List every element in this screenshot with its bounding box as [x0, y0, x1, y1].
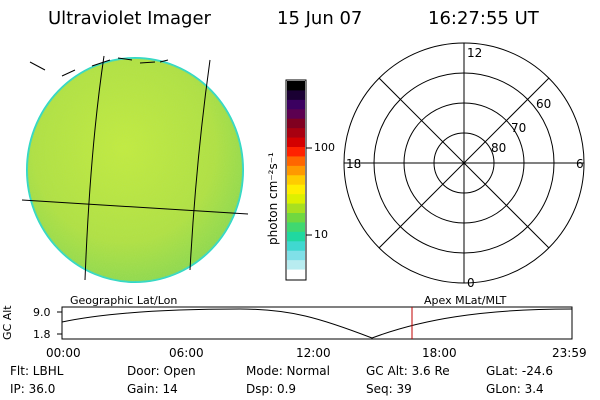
- info-glat: GLat: -24.6: [486, 364, 553, 378]
- colorbar-cell: [287, 250, 305, 261]
- colorbar-cell: [287, 241, 305, 252]
- mlt-label-0: 0: [467, 276, 475, 290]
- timeline-ytick-1-8: 1.8: [33, 328, 51, 341]
- colorbar-cell: [287, 165, 305, 176]
- timeline-xtick-0000: 00:00: [46, 346, 81, 360]
- timeline-xtick-1200: 12:00: [296, 346, 331, 360]
- colorbar-cell: [287, 128, 305, 139]
- info-seq: Seq: 39: [366, 382, 412, 396]
- info-mode: Mode: Normal: [246, 364, 330, 378]
- info-ip: IP: 36.0: [10, 382, 56, 396]
- time-label: 16:27:55 UT: [428, 8, 539, 29]
- timeline-xtick-0600: 06:00: [169, 346, 204, 360]
- colorbar-cell: [287, 213, 305, 223]
- colorbar-tick-10: 10: [314, 228, 328, 241]
- timeline-right-label: Apex MLat/MLT: [424, 294, 507, 307]
- lat-label-80: 80: [491, 141, 507, 155]
- colorbar-cell: [287, 99, 305, 110]
- colorbar-cell: [287, 147, 305, 157]
- timeline-xtick-2359: 23:59: [552, 346, 587, 360]
- colorbar-cell: [287, 203, 305, 214]
- lat-label-70: 70: [511, 121, 527, 135]
- colorbar-cell: [287, 118, 305, 129]
- info-dsp: Dsp: 0.9: [246, 382, 297, 396]
- timeline-ytick-9: 9.0: [33, 306, 51, 319]
- mlt-label-6: 6: [576, 157, 584, 171]
- colorbar-cell: [287, 269, 305, 280]
- colorbar-cell: [287, 175, 305, 186]
- info-door: Door: Open: [127, 364, 196, 378]
- info-gc-alt: GC Alt: 3.6 Re: [366, 364, 450, 378]
- colorbar-cell: [287, 137, 305, 148]
- info-flt: Flt: LBHL: [10, 364, 64, 378]
- colorbar-cell: [287, 260, 305, 271]
- mlt-label-18: 18: [346, 157, 362, 171]
- colorbar-cell: [287, 222, 305, 233]
- colorbar-cell: [287, 184, 305, 195]
- mlt-label-12: 12: [467, 46, 483, 60]
- colorbar-cell: [287, 231, 305, 242]
- colorbar-tick-100: 100: [314, 141, 335, 154]
- timeline-left-label: Geographic Lat/Lon: [70, 294, 178, 307]
- timeline-xtick-1800: 18:00: [422, 346, 457, 360]
- info-glon: GLon: 3.4: [486, 382, 544, 396]
- colorbar-cell: [287, 194, 305, 205]
- instrument-title: Ultraviolet Imager: [48, 8, 211, 29]
- colorbar-cell: [287, 109, 305, 120]
- colorbar-cell: [287, 81, 305, 91]
- info-gain: Gain: 14: [127, 382, 178, 396]
- colorbar-cell: [287, 156, 305, 167]
- colorbar-cell: [287, 90, 305, 101]
- lat-label-60: 60: [536, 97, 552, 111]
- date-label: 15 Jun 07: [277, 8, 363, 29]
